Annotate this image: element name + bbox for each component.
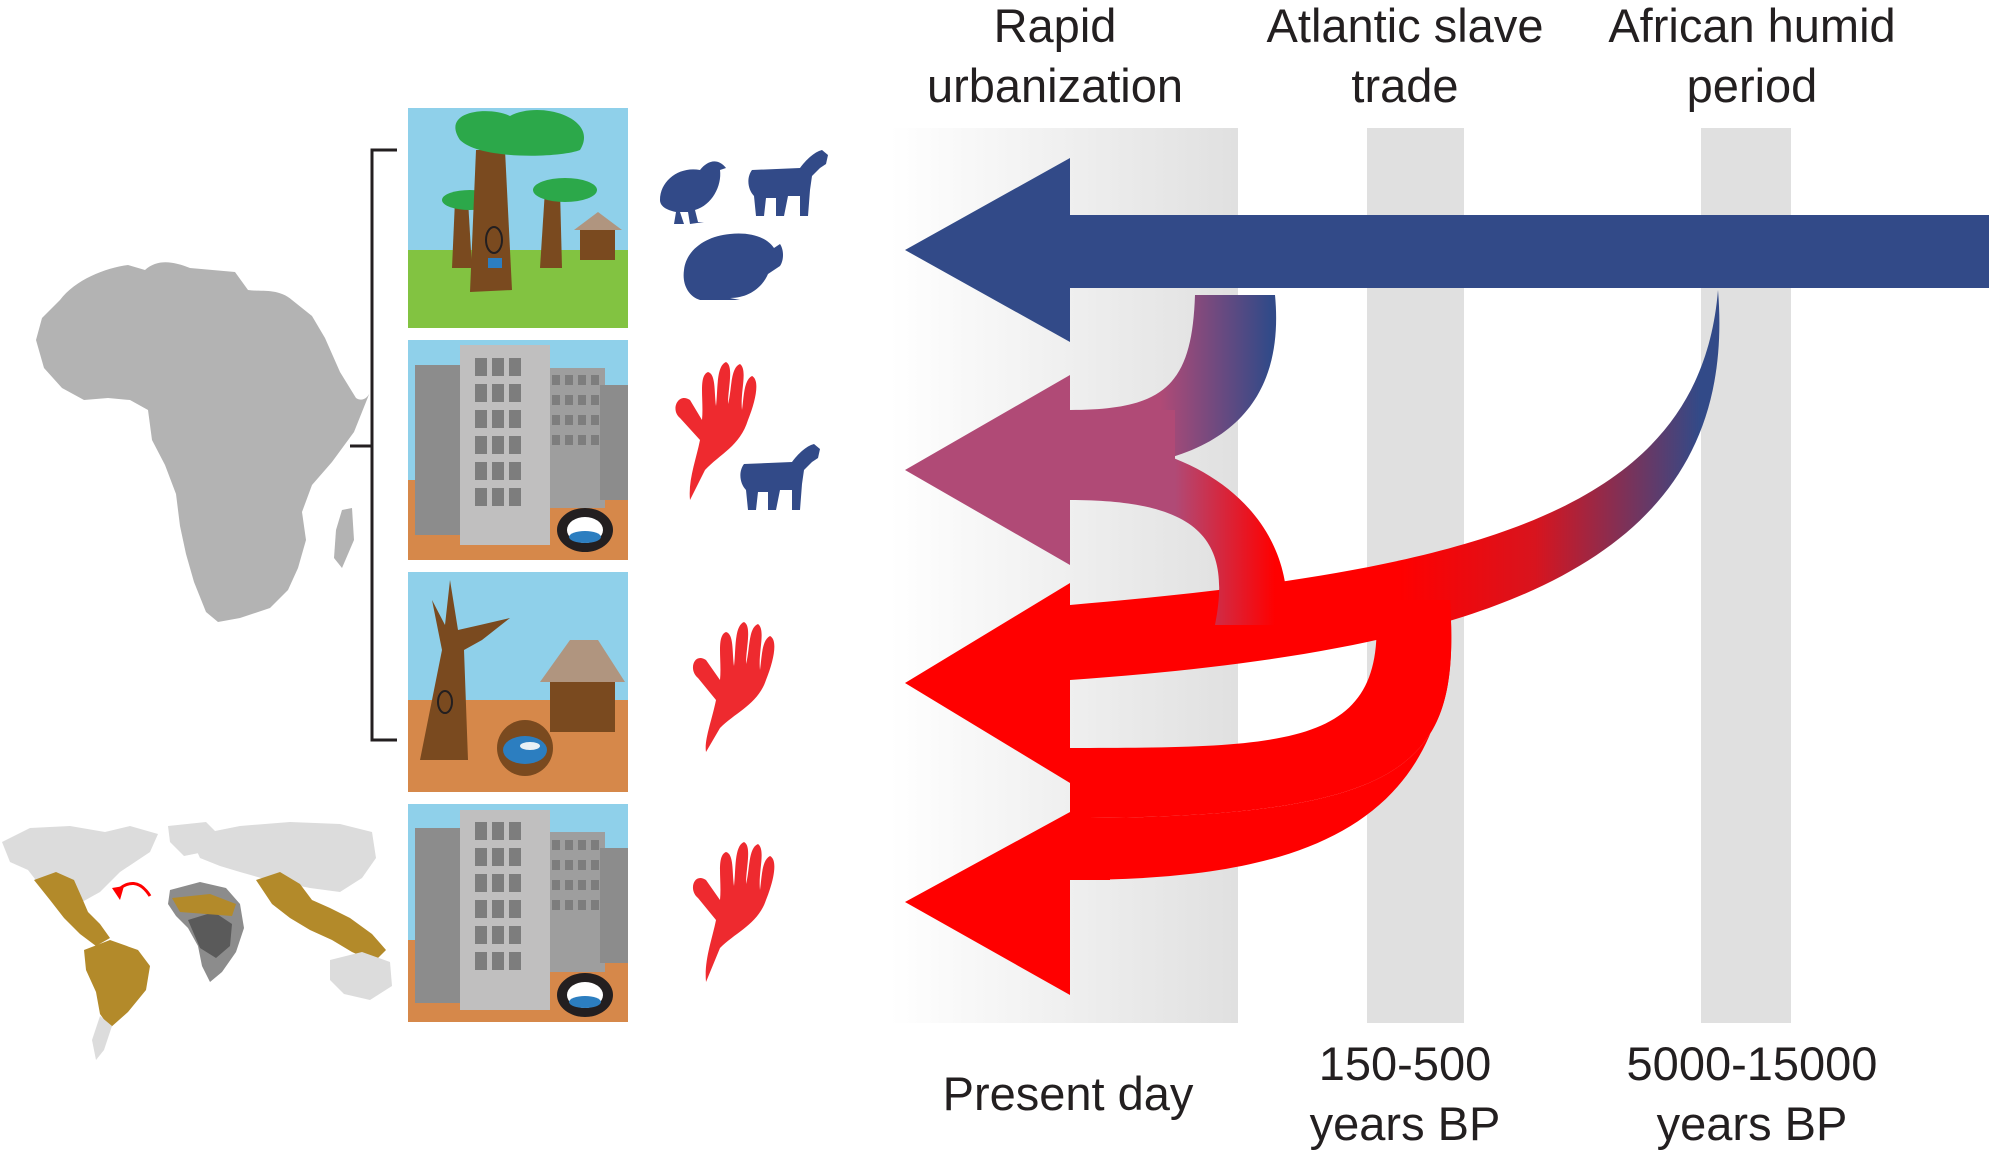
world-map-icon <box>2 822 392 1060</box>
tire-icon <box>557 508 613 552</box>
arrow-village-anthropophilic <box>905 583 1070 783</box>
goat-icon <box>740 444 820 510</box>
human-hand-icon <box>692 842 775 982</box>
madagascar-icon <box>334 508 354 568</box>
arrow-urban-mixed <box>905 375 1175 565</box>
human-hand-icon <box>692 622 775 752</box>
arrow-americas-shaft <box>1070 600 1452 880</box>
bird-icon <box>660 161 726 224</box>
panel-forest <box>408 108 628 328</box>
humid-period-label-line2: period <box>1687 59 1818 112</box>
urbanization-label-line1: Rapid <box>994 0 1117 52</box>
africa-bracket <box>350 148 397 742</box>
panel-city-windows-2 <box>475 822 599 970</box>
lineage-arrows <box>905 158 1989 995</box>
present-day-label: Present day <box>943 1067 1194 1120</box>
slave-trade-time-line2: years BP <box>1310 1097 1501 1150</box>
slave-trade-label-line1: Atlantic slave <box>1267 0 1544 52</box>
rodent-icon <box>683 233 783 300</box>
slave-trade-curve <box>1070 600 1452 818</box>
urbanization-label-line2: urbanization <box>927 59 1183 112</box>
humid-period-label-line1: African humid <box>1608 0 1895 52</box>
human-hand-icon <box>675 362 757 500</box>
goat-icon <box>748 150 828 216</box>
humid-time-line1: 5000-15000 <box>1627 1037 1878 1090</box>
slave-trade-label-line2: trade <box>1351 59 1458 112</box>
panel-village <box>408 572 628 792</box>
humid-time-line2: years BP <box>1657 1097 1848 1150</box>
tire-icon <box>557 973 613 1017</box>
arrow-forest-zoophilic <box>905 158 1989 342</box>
slave-trade-time-line1: 150-500 <box>1319 1037 1492 1090</box>
arrow-americas-urban <box>905 748 1110 995</box>
panel-city-windows-1 <box>475 358 599 506</box>
africa-map-icon <box>36 262 370 622</box>
